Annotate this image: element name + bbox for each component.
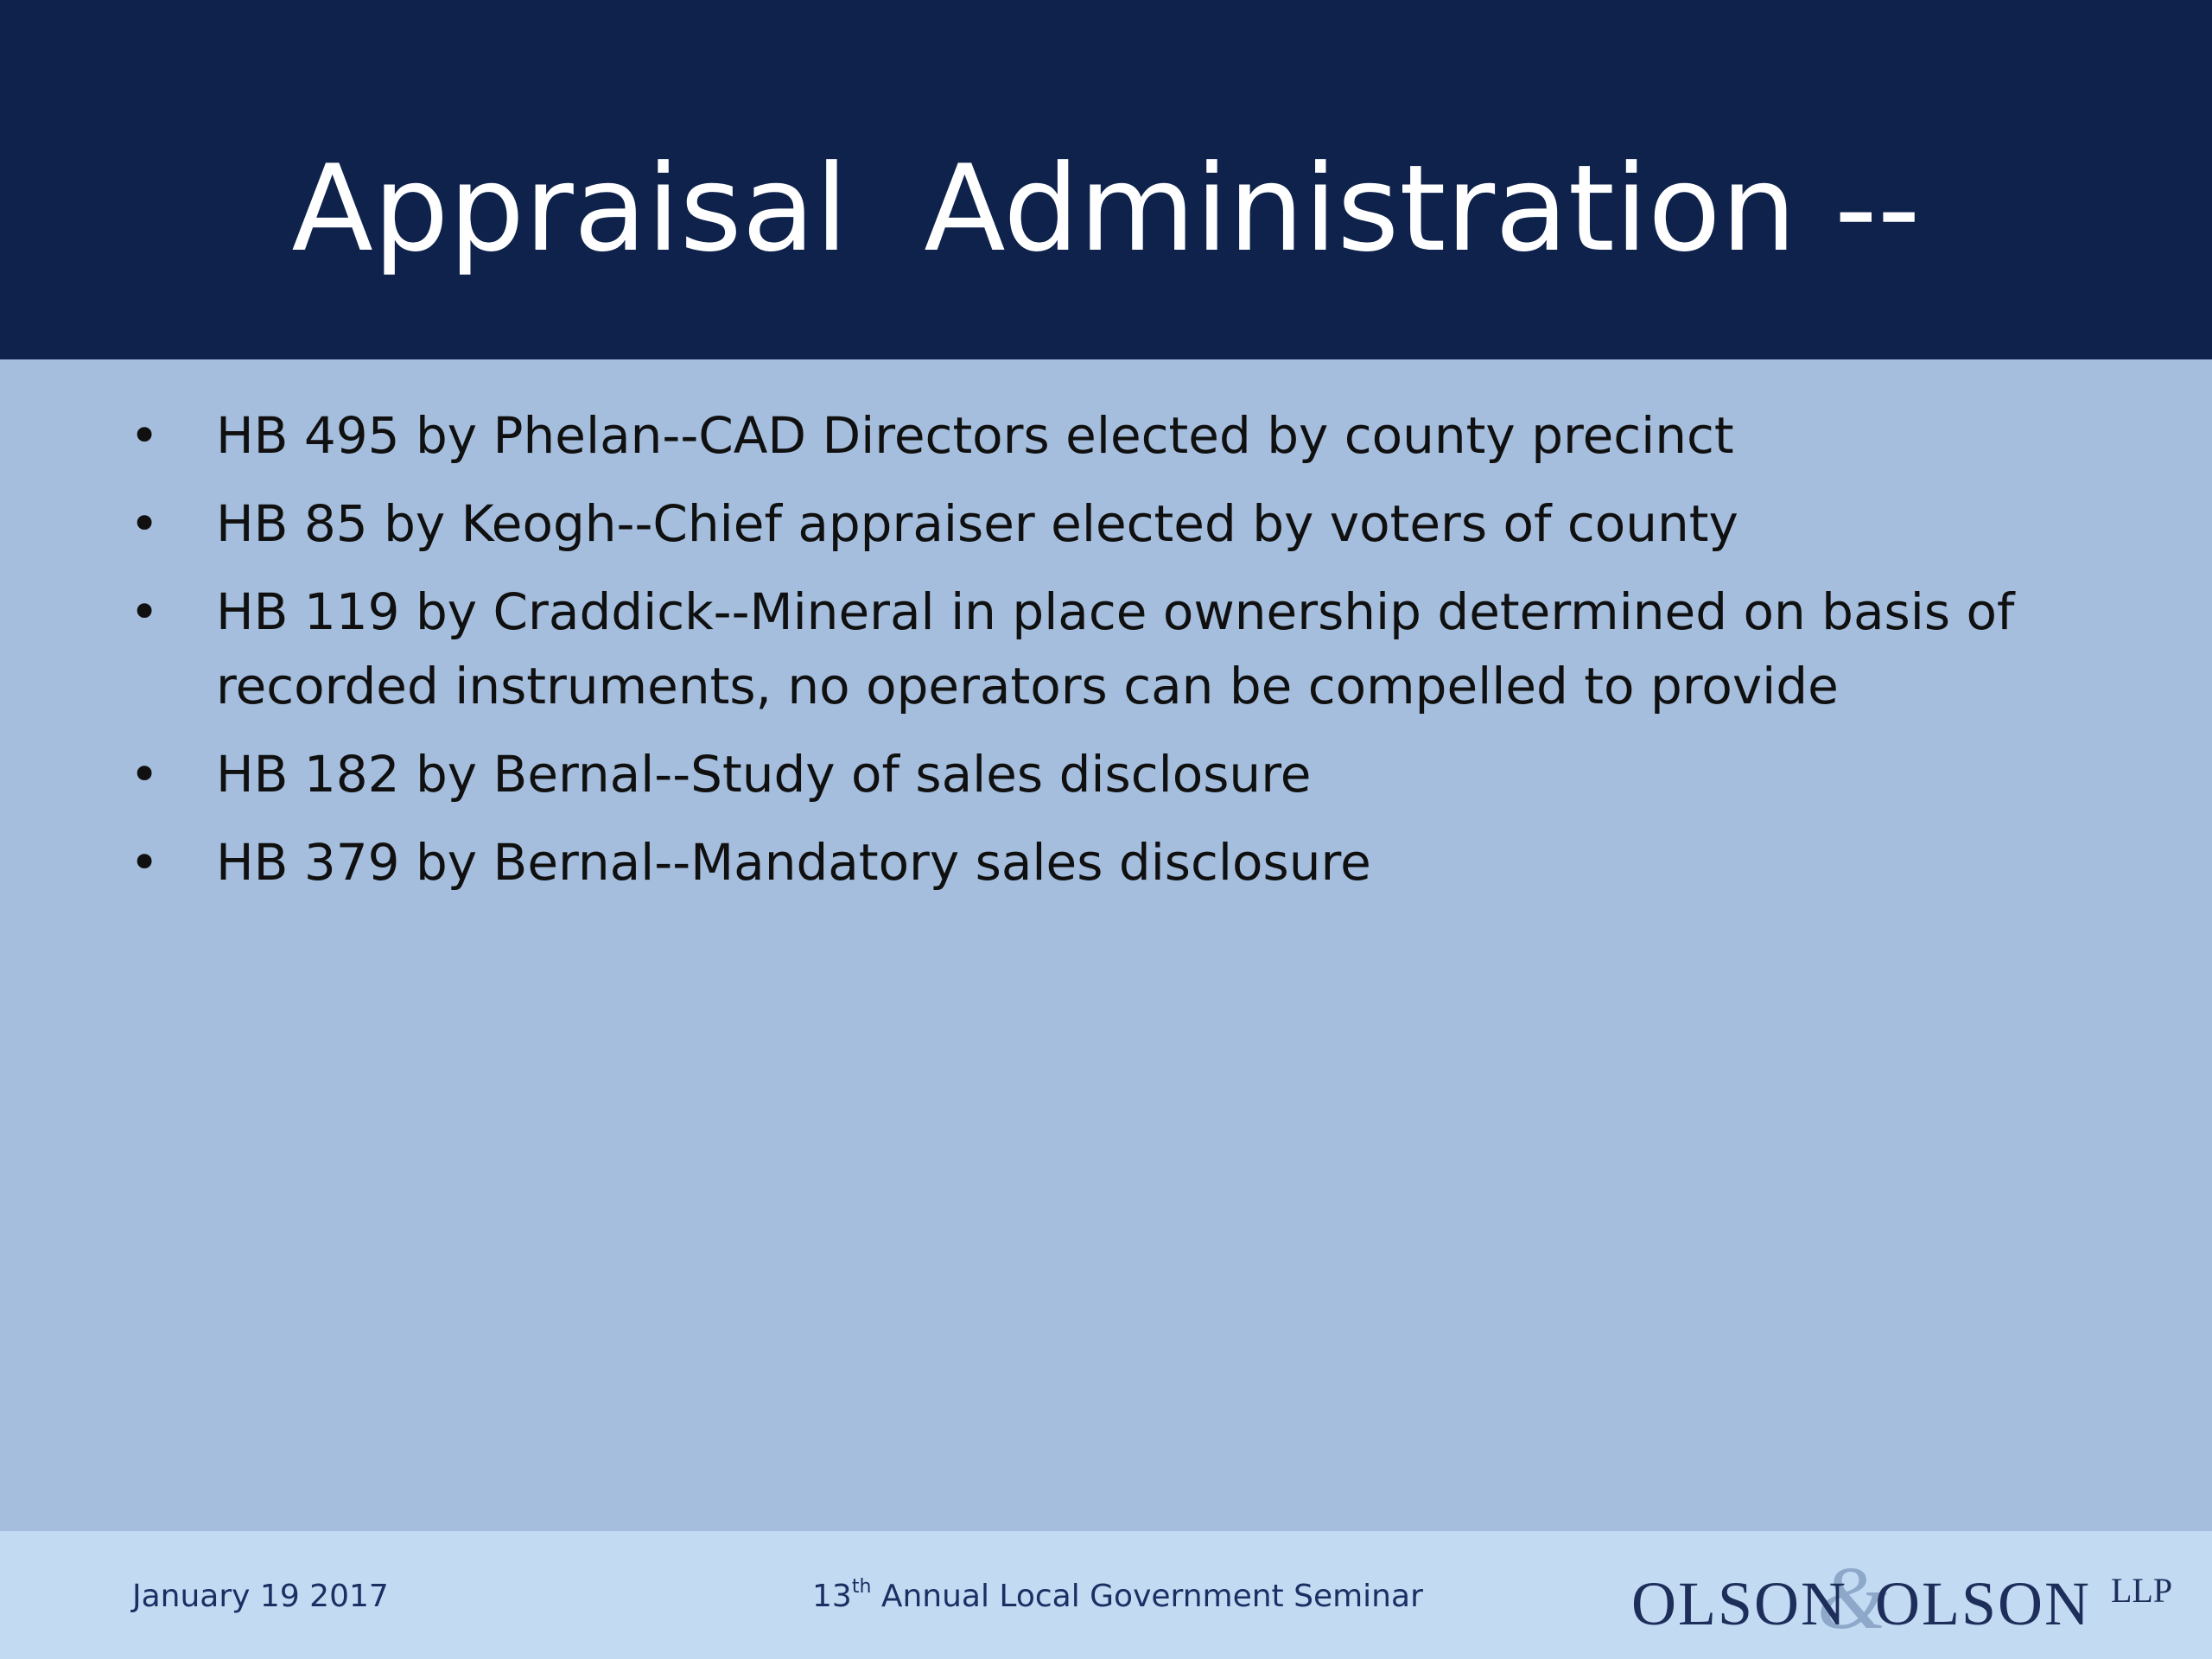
bullet-text: HB 379 by Bernal--Mandatory sales disclo…	[216, 833, 1371, 892]
bullet-item: • HB 379 by Bernal--Mandatory sales disc…	[130, 825, 2117, 899]
title-bar: Appraisal Administration --	[0, 0, 2212, 359]
bullet-text: HB 119 by Craddick--Mineral in place own…	[216, 582, 2015, 715]
bullet-icon: •	[130, 494, 160, 553]
footer-event-title: 13th Annual Local Government Seminar	[812, 1578, 1423, 1616]
bullet-icon: •	[130, 833, 160, 892]
bullet-text: HB 182 by Bernal--Study of sales disclos…	[216, 745, 1312, 804]
slide-body: • HB 495 by Phelan--CAD Directors electe…	[0, 359, 2212, 1531]
olson-olson-logo: & OLSON OLSON LLP	[1631, 1557, 2172, 1635]
logo-ampersand: &	[1817, 1557, 1887, 1635]
bullet-icon: •	[130, 745, 160, 804]
bullet-item: • HB 85 by Keogh--Chief appraiser electe…	[130, 486, 2117, 561]
bullet-item: • HB 119 by Craddick--Mineral in place o…	[130, 575, 2117, 723]
bullet-text: HB 85 by Keogh--Chief appraiser elected …	[216, 494, 1738, 553]
event-number: 13	[812, 1579, 852, 1614]
bullet-item: • HB 495 by Phelan--CAD Directors electe…	[130, 398, 2117, 473]
logo-llp: LLP	[2111, 1571, 2172, 1610]
bullet-text: HB 495 by Phelan--CAD Directors elected …	[216, 406, 1734, 465]
bullet-item: • HB 182 by Bernal--Study of sales discl…	[130, 737, 2117, 811]
logo-olson-right: OLSON	[1875, 1569, 2091, 1635]
logo-olson-left: OLSON	[1631, 1569, 1847, 1635]
footer-date: January 19 2017	[132, 1579, 389, 1614]
bullet-list: • HB 495 by Phelan--CAD Directors electe…	[130, 398, 2117, 913]
slide-title: Appraisal Administration --	[291, 139, 1921, 278]
event-name: Annual Local Government Seminar	[871, 1579, 1423, 1614]
footer-bar: January 19 2017 13th Annual Local Govern…	[0, 1531, 2212, 1659]
bullet-icon: •	[130, 406, 160, 465]
bullet-icon: •	[130, 582, 160, 641]
event-ordinal-suffix: th	[851, 1576, 872, 1598]
